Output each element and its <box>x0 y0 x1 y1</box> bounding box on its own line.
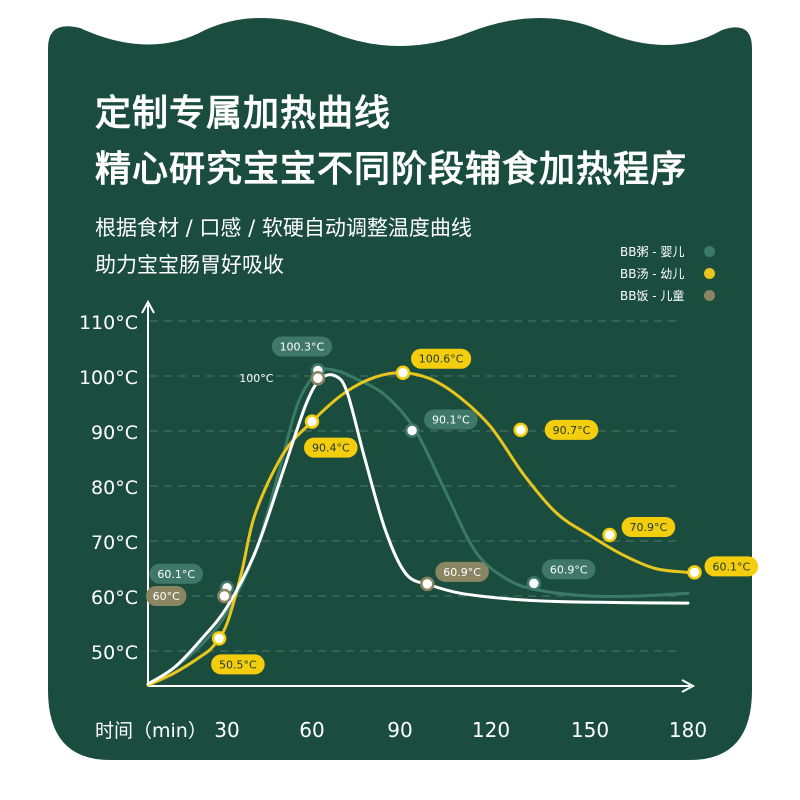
x-axis-label: 时间（min） <box>95 720 207 742</box>
data-point-marker <box>304 414 320 429</box>
point-label: 50.5°C <box>219 658 257 671</box>
subtitle-line-2: 助力宝宝肠胃好吸收 <box>95 253 284 277</box>
point-label: 60°C <box>153 590 180 603</box>
point-label-badge <box>424 409 478 430</box>
y-axis-arrow <box>141 299 155 314</box>
y-tick-label: 70°C <box>91 532 138 554</box>
point-label-badge <box>704 556 759 577</box>
x-tick-label: 120 <box>472 718 510 742</box>
y-tick-label: 100°C <box>79 367 138 389</box>
legend-swatch <box>704 245 715 257</box>
legend-swatch <box>704 289 715 301</box>
point-label-badge <box>621 517 676 537</box>
y-tick-label: 90°C <box>91 422 138 444</box>
data-point-marker <box>687 565 702 580</box>
point-label-badge <box>211 654 265 675</box>
point-label-badge <box>149 563 203 584</box>
point-label-badge <box>271 336 332 357</box>
chart-legend: BB粥 - 婴儿 BB汤 - 幼儿 BB饭 - 儿童 <box>620 240 715 306</box>
point-label: 90.7°C <box>553 424 591 437</box>
data-point-marker <box>526 576 542 591</box>
legend-item-rice: BB饭 - 儿童 <box>620 284 715 306</box>
legend-item-porridge: BB粥 - 婴儿 <box>620 240 715 262</box>
y-tick-label: 60°C <box>91 587 138 609</box>
x-tick-label: 180 <box>669 718 707 742</box>
data-point-marker <box>217 588 232 604</box>
point-label: 100.3°C <box>280 341 325 354</box>
point-label: 60.9°C <box>443 566 481 579</box>
porridge-line <box>146 367 690 686</box>
headline-line-1: 定制专属加热曲线 <box>95 93 392 134</box>
x-tick-label: 150 <box>571 718 609 742</box>
data-point-marker <box>420 576 435 592</box>
x-tick-label: 90 <box>387 718 412 742</box>
point-label: 90.4°C <box>312 442 350 455</box>
point-label: 60.1°C <box>712 560 750 573</box>
data-point-marker <box>602 527 617 543</box>
legend-swatch <box>704 267 715 279</box>
point-label: 100.6°C <box>419 353 464 366</box>
y-tick-label: 110°C <box>79 312 138 334</box>
data-point-marker <box>211 631 227 646</box>
x-tick-label: 60 <box>299 718 324 742</box>
point-label-badge <box>411 348 472 369</box>
point-label: 100°C <box>239 372 273 385</box>
subtitle-line-1: 根据食材 / 口感 / 软硬自动调整温度曲线 <box>95 216 472 240</box>
point-label-badge <box>544 419 599 440</box>
point-label: 60.1°C <box>157 568 195 581</box>
x-axis-arrow <box>681 679 696 693</box>
y-tick-label: 80°C <box>91 477 138 499</box>
y-tick-label: 50°C <box>91 642 138 664</box>
legend-item-soup: BB汤 - 幼儿 <box>620 262 715 284</box>
data-point-marker <box>395 365 411 380</box>
legend-label: BB饭 - 儿童 <box>620 288 685 303</box>
data-point-marker <box>310 370 326 386</box>
legend-label: BB汤 - 幼儿 <box>620 266 685 281</box>
point-label-badge <box>146 586 187 606</box>
headline-line-2: 精心研究宝宝不同阶段辅食加热程序 <box>95 149 688 190</box>
data-point-marker <box>404 423 420 438</box>
point-label-badge <box>435 561 489 582</box>
point-label: 60.9°C <box>550 563 588 576</box>
point-label-badge <box>304 437 358 458</box>
rice-line <box>146 373 690 686</box>
point-label-badge <box>541 559 596 580</box>
point-label: 70.9°C <box>630 521 668 534</box>
x-tick-label: 30 <box>214 718 239 742</box>
legend-label: BB粥 - 婴儿 <box>620 244 685 259</box>
data-point-marker <box>513 422 528 438</box>
point-label: 90.1°C <box>432 414 470 427</box>
